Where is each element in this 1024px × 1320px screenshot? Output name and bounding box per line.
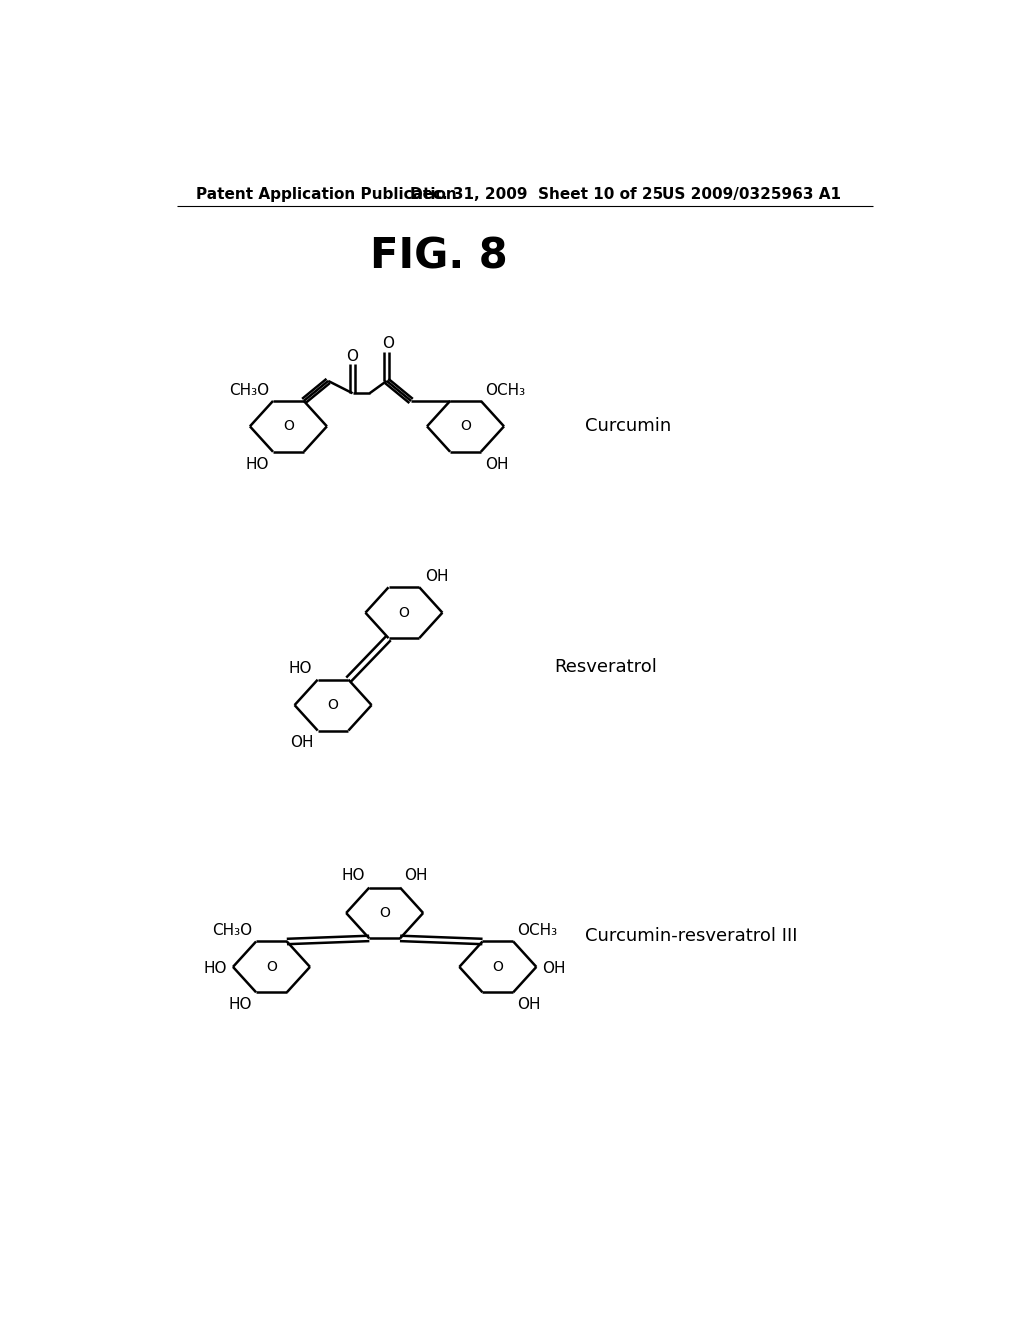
Text: OCH₃: OCH₃ <box>517 923 557 939</box>
Text: O: O <box>346 348 358 364</box>
Text: O: O <box>493 960 503 974</box>
Text: HO: HO <box>204 961 226 975</box>
Text: O: O <box>398 606 410 619</box>
Text: O: O <box>379 906 390 920</box>
Text: HO: HO <box>342 867 366 883</box>
Text: CH₃O: CH₃O <box>229 383 269 397</box>
Text: OH: OH <box>403 867 427 883</box>
Text: Curcumin: Curcumin <box>585 417 671 436</box>
Text: OH: OH <box>517 997 541 1012</box>
Text: O: O <box>382 337 394 351</box>
Text: Curcumin-resveratrol III: Curcumin-resveratrol III <box>585 927 798 945</box>
Text: OCH₃: OCH₃ <box>484 383 525 397</box>
Text: HO: HO <box>288 661 311 676</box>
Text: O: O <box>266 960 276 974</box>
Text: OH: OH <box>291 735 313 750</box>
Text: Dec. 31, 2009  Sheet 10 of 25: Dec. 31, 2009 Sheet 10 of 25 <box>410 187 664 202</box>
Text: HO: HO <box>246 457 269 471</box>
Text: Resveratrol: Resveratrol <box>554 657 657 676</box>
Text: Patent Application Publication: Patent Application Publication <box>196 187 457 202</box>
Text: O: O <box>283 420 294 433</box>
Text: US 2009/0325963 A1: US 2009/0325963 A1 <box>662 187 841 202</box>
Text: HO: HO <box>228 997 252 1012</box>
Text: OH: OH <box>543 961 566 975</box>
Text: O: O <box>460 420 471 433</box>
Text: OH: OH <box>425 569 449 583</box>
Text: CH₃O: CH₃O <box>212 923 252 939</box>
Text: O: O <box>328 698 339 711</box>
Text: FIG. 8: FIG. 8 <box>370 236 508 279</box>
Text: OH: OH <box>484 457 508 471</box>
